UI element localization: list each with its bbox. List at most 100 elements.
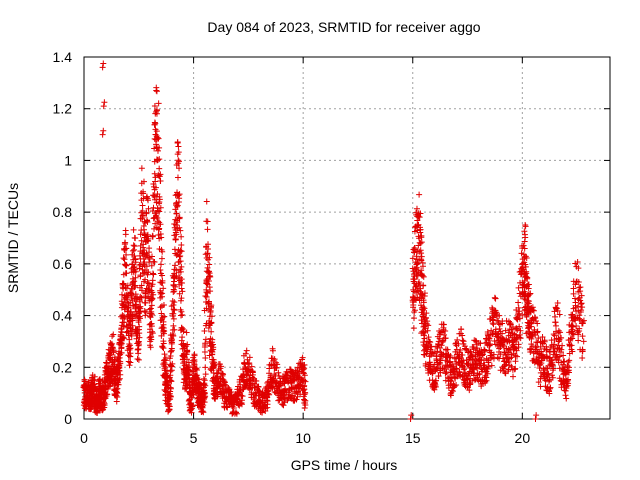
data-point <box>157 221 164 228</box>
data-point <box>562 387 569 394</box>
data-point <box>487 355 494 362</box>
data-point <box>448 387 455 394</box>
data-point <box>485 335 492 342</box>
data-point <box>243 376 250 383</box>
data-point <box>447 392 454 399</box>
data-point <box>435 373 442 380</box>
data-point <box>223 403 230 410</box>
data-point <box>532 315 539 322</box>
data-point <box>188 402 195 409</box>
data-point <box>156 165 163 172</box>
data-point <box>214 393 221 400</box>
data-point <box>425 338 432 345</box>
data-point <box>579 348 586 355</box>
data-point <box>570 290 577 297</box>
data-point <box>178 285 185 292</box>
data-point <box>162 357 169 364</box>
data-point <box>202 355 209 362</box>
data-point <box>154 207 161 214</box>
data-point <box>170 332 177 339</box>
data-point <box>154 156 161 163</box>
data-point <box>426 359 433 366</box>
data-point <box>103 391 110 398</box>
data-point <box>127 350 134 357</box>
data-point <box>444 346 451 353</box>
y-tick-label: 1.2 <box>53 101 73 117</box>
data-point <box>122 239 129 246</box>
data-point <box>575 265 582 272</box>
data-point <box>157 171 164 178</box>
data-point <box>124 282 131 289</box>
data-point <box>141 308 148 315</box>
data-point <box>216 383 223 390</box>
data-point <box>246 359 253 366</box>
data-point <box>574 258 581 265</box>
data-point <box>145 205 152 212</box>
data-point <box>450 363 457 370</box>
data-point <box>543 365 550 372</box>
data-point <box>516 331 523 338</box>
data-point <box>160 302 167 309</box>
data-point <box>100 127 107 134</box>
data-point <box>525 298 532 305</box>
data-point <box>569 335 576 342</box>
data-point <box>496 325 503 332</box>
data-point <box>148 311 155 318</box>
data-point <box>101 99 108 106</box>
y-tick-label: 0.4 <box>53 308 73 324</box>
data-point <box>490 351 497 358</box>
data-point <box>154 147 161 154</box>
data-point <box>422 314 429 321</box>
data-point <box>183 349 190 356</box>
data-point <box>100 60 107 67</box>
data-point <box>137 315 144 322</box>
data-point <box>534 328 541 335</box>
data-point <box>178 263 185 270</box>
data-point <box>565 358 572 365</box>
data-point <box>530 307 537 314</box>
data-point <box>171 306 178 313</box>
data-point <box>448 378 455 385</box>
data-point <box>575 278 582 285</box>
data-point <box>490 321 497 328</box>
data-point <box>554 300 561 307</box>
data-point <box>546 385 553 392</box>
data-point <box>576 327 583 334</box>
data-point <box>440 321 447 328</box>
data-point <box>129 247 136 254</box>
data-point <box>193 365 200 372</box>
data-point <box>481 348 488 355</box>
data-point <box>569 328 576 335</box>
data-point <box>453 365 460 372</box>
data-point <box>202 336 209 343</box>
data-point <box>514 326 521 333</box>
data-point <box>461 365 468 372</box>
data-point <box>177 227 184 234</box>
data-point <box>528 346 535 353</box>
data-point <box>458 358 465 365</box>
data-point <box>578 307 585 314</box>
data-point <box>146 249 153 256</box>
data-point <box>143 263 150 270</box>
data-point <box>213 370 220 377</box>
data-point <box>248 363 255 370</box>
data-point <box>467 381 474 388</box>
data-point <box>152 120 159 127</box>
data-point <box>218 363 225 370</box>
data-point <box>447 353 454 360</box>
data-point <box>176 224 183 231</box>
data-point <box>131 283 138 290</box>
data-point <box>138 282 145 289</box>
data-point <box>203 286 210 293</box>
data-point <box>417 226 424 233</box>
data-point <box>273 379 280 386</box>
data-point <box>208 319 215 326</box>
data-point <box>425 322 432 329</box>
data-point <box>130 226 137 233</box>
data-point <box>131 234 138 241</box>
data-point <box>174 139 181 146</box>
data-point <box>123 251 130 258</box>
x-tick-label: 0 <box>80 430 88 446</box>
data-point <box>157 261 164 268</box>
